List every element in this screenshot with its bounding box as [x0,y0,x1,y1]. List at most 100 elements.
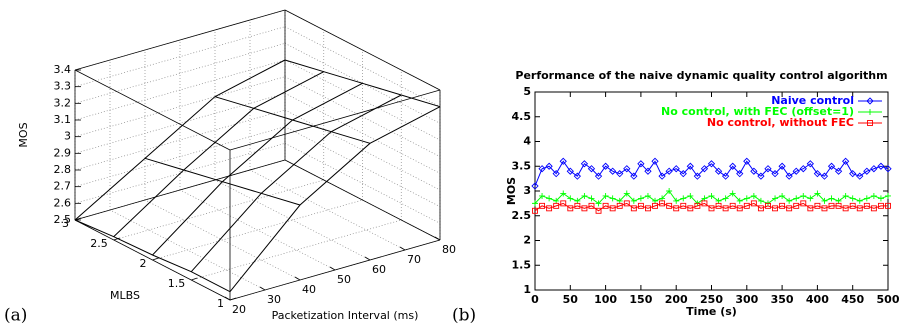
y-axis-label: MOS [505,177,518,205]
marker [708,205,715,212]
marker [722,195,729,202]
marker [587,165,596,173]
z-tick-label: 2.9 [54,146,72,159]
marker [673,197,680,204]
surface-line [144,157,301,206]
grid-line [284,143,441,224]
marker [567,205,574,212]
marker [828,202,835,209]
marker [666,188,673,194]
y-tick-label: 3 [523,184,531,197]
marker [765,202,771,209]
marker [708,192,715,199]
marker [531,182,539,190]
surface-line [190,94,402,272]
marker [729,190,736,197]
x-tick-label: 450 [841,293,864,306]
y-tick-label: 1.5 [512,258,532,271]
marker [595,207,602,214]
marker [821,205,828,212]
marker [757,197,764,204]
grid-line [179,189,336,271]
marker [701,200,708,207]
series-line [534,202,888,212]
series-line [534,160,889,187]
surface-line [214,96,371,144]
marker [757,172,765,180]
marker [849,195,856,202]
x-tick-label: 40 [302,283,316,296]
tick-mark [329,266,336,271]
marker [680,195,687,202]
panel-label: (a) [4,306,27,326]
marker [814,190,821,197]
x-tick-label: 50 [563,293,579,306]
marker [786,197,793,204]
marker [807,205,814,212]
tick-mark [399,246,406,251]
z-tick-label: 3.1 [54,113,72,126]
x-tick-label: 20 [232,303,246,316]
marker [651,157,659,165]
marker [601,162,610,170]
marker [644,167,652,175]
x-tick-label: 300 [735,293,758,306]
marker [546,205,553,212]
marker [743,202,750,209]
x-tick-label: 0 [531,293,539,306]
marker [821,197,828,204]
box-edge [284,159,441,241]
marker [666,202,673,209]
marker [546,195,553,202]
marker [786,205,793,212]
marker [693,172,702,180]
panel-label: (b) [452,306,476,326]
marker [743,157,751,165]
marker [573,172,581,180]
marker [686,162,694,170]
x-tick-label: 350 [771,293,794,306]
marker [538,165,546,173]
y-tick-label: 4 [523,135,531,148]
marker [616,170,624,178]
marker [772,195,779,202]
x-tick-label: 250 [700,293,723,306]
marker [778,162,786,170]
grid-line [191,219,402,281]
box-edge [74,69,231,151]
marker [645,205,651,212]
marker [779,192,786,199]
marker [715,197,722,204]
tick-mark [434,236,441,241]
marker [736,170,744,178]
surface-line [74,59,286,221]
marker [772,205,778,212]
marker [729,202,736,209]
tick-mark [152,257,159,261]
grid-line [152,199,363,261]
grid-line [74,26,286,88]
marker [560,190,567,197]
marker [532,200,538,207]
surface-line [284,59,441,108]
marker [566,167,574,175]
y-tick-label: 2.5 [512,209,532,222]
marker [588,195,595,202]
tick-mark [113,237,120,241]
box-edge [284,9,441,91]
x-tick-label: 80 [442,243,456,256]
marker [885,192,891,199]
marker [779,202,786,209]
grid-line [74,142,286,204]
marker [856,205,863,212]
marker [785,172,793,180]
marker [659,200,666,207]
marker [856,172,864,180]
y-tick-label: 2 [140,257,147,270]
marker [707,160,716,168]
marker [800,200,807,207]
marker [835,197,842,204]
marker [602,192,609,199]
marker [714,167,723,175]
marker [687,192,694,199]
